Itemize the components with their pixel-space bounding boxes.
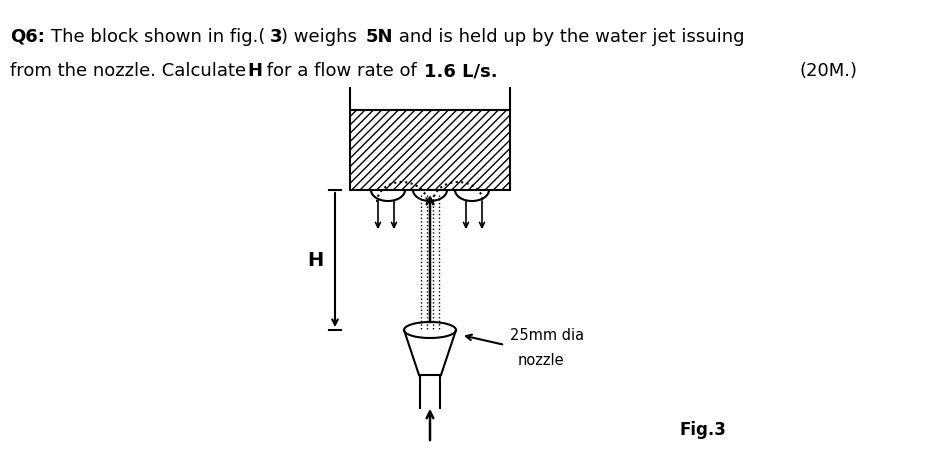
Text: H: H bbox=[307, 250, 323, 270]
Text: 1.6 L/s.: 1.6 L/s. bbox=[424, 62, 497, 80]
Text: 5N: 5N bbox=[366, 28, 393, 46]
Text: and is held up by the water jet issuing: and is held up by the water jet issuing bbox=[392, 28, 744, 46]
Text: The block shown in fig.(: The block shown in fig.( bbox=[51, 28, 265, 46]
Text: Q6:: Q6: bbox=[10, 28, 45, 46]
Text: ) weighs: ) weighs bbox=[281, 28, 362, 46]
Bar bbox=[350, 110, 509, 190]
Text: H: H bbox=[247, 62, 262, 80]
Text: from the nozzle. Calculate: from the nozzle. Calculate bbox=[10, 62, 252, 80]
Bar bbox=[350, 110, 509, 190]
Text: (20M.): (20M.) bbox=[799, 62, 857, 80]
Text: Fig.3: Fig.3 bbox=[680, 421, 726, 439]
Text: for a flow rate of: for a flow rate of bbox=[261, 62, 422, 80]
Text: 25mm dia: 25mm dia bbox=[509, 327, 583, 343]
Text: nozzle: nozzle bbox=[518, 353, 564, 367]
Text: 3: 3 bbox=[270, 28, 282, 46]
